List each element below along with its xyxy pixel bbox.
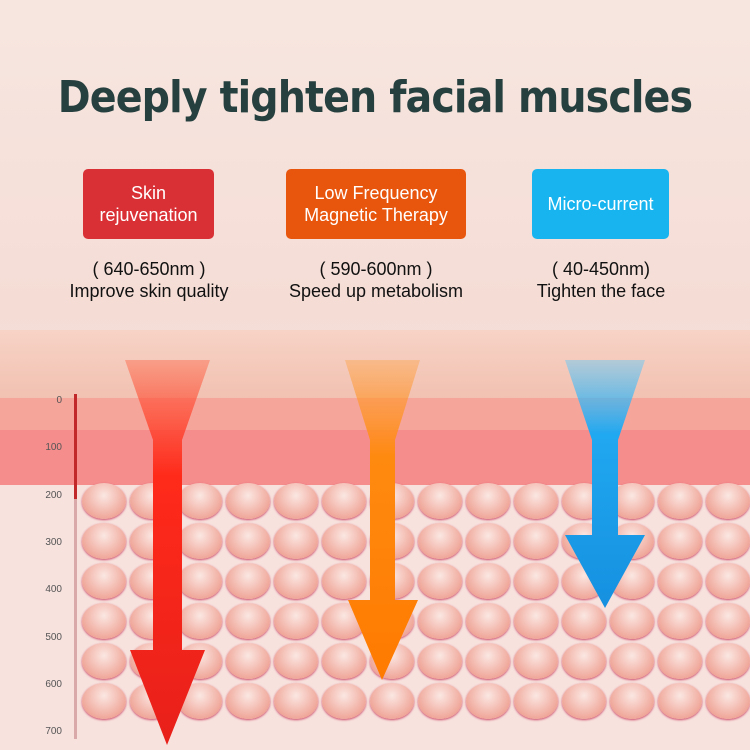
depth-tick-label: 400 [45,584,62,596]
depth-tick-label: 100 [45,442,62,454]
skin-cell [466,603,510,639]
skin-cell [658,483,702,519]
skin-cell [706,643,750,679]
skin-cell [418,483,462,519]
headline: Deeply tighten facial muscles [57,72,693,123]
skin-cell [82,603,126,639]
skin-cell [322,523,366,559]
badge-low-frequency-magnetic-therapy: Low Frequency Magnetic Therapy [286,169,466,239]
skin-cell [706,523,750,559]
benefit-text: Tighten the face [536,281,666,301]
depth-tick-label: 600 [45,678,62,690]
skin-cell [322,563,366,599]
skin-cell [514,683,558,719]
skin-cell [658,523,702,559]
skin-cell [178,563,222,599]
skin-cell [274,563,318,599]
skin-cell [226,603,270,639]
skin-cell [274,523,318,559]
skin-cell [274,643,318,679]
skin-cell [466,643,510,679]
benefit-text: Speed up metabolism [288,281,464,301]
red-light-arrow-icon [125,360,210,745]
caption-magnetic-therapy: ( 590-600nm ) Speed up metabolism [256,258,496,302]
skin-cell [610,643,654,679]
badge-micro-current: Micro-current [532,169,669,239]
skin-cell [418,603,462,639]
skin-cell [610,683,654,719]
skin-cell [418,563,462,599]
skin-cell [658,563,702,599]
skin-cell [514,643,558,679]
skin-cell [274,483,318,519]
caption-micro-current: ( 40-450nm) Tighten the face [481,258,721,302]
depth-scale: 0 100 200 300 400 500 600 700 [30,390,80,750]
skin-cell [82,563,126,599]
skin-cell [226,523,270,559]
skin-cell [658,603,702,639]
depth-tick-label: 500 [45,631,62,643]
skin-cell [418,643,462,679]
skin-cell [706,683,750,719]
skin-cell [82,483,126,519]
skin-cell [610,603,654,639]
skin-cell [466,523,510,559]
depth-tick-label: 300 [45,536,62,548]
skin-cell [370,683,414,719]
ruler-highlight [74,394,77,499]
benefit-text: Improve skin quality [69,281,229,301]
caption-skin-rejuvenation: ( 640-650nm ) Improve skin quality [29,258,269,302]
skin-cell [514,563,558,599]
skin-cell [562,643,606,679]
skin-cell [274,683,318,719]
skin-cell [562,603,606,639]
skin-cell [466,483,510,519]
wavelength-range: ( 590-600nm ) [319,259,433,279]
orange-light-arrow-icon [345,360,420,680]
skin-cell [466,683,510,719]
skin-cell [706,563,750,599]
skin-cell [226,563,270,599]
skin-cell [274,603,318,639]
skin-cell [322,643,366,679]
skin-cell [562,683,606,719]
skin-cell [178,603,222,639]
depth-tick-label: 0 [56,395,62,406]
skin-cell [226,683,270,719]
skin-cell [226,643,270,679]
wavelength-range: ( 640-650nm ) [92,259,206,279]
wavelength-range: ( 40-450nm) [551,259,651,279]
skin-cell [706,603,750,639]
skin-cell [418,523,462,559]
skin-cell [706,483,750,519]
skin-cell [178,483,222,519]
skin-cell [178,523,222,559]
skin-cross-section-illustration [0,330,750,750]
blue-current-arrow-icon [565,360,645,608]
skin-cell [418,683,462,719]
skin-cell [466,563,510,599]
skin-cell [514,603,558,639]
skin-cell [322,683,366,719]
depth-tick-label: 700 [45,726,62,738]
depth-tick-label: 200 [45,489,62,501]
skin-cell [514,483,558,519]
skin-cell [82,643,126,679]
skin-cell [658,643,702,679]
skin-cell [226,483,270,519]
skin-cell [82,523,126,559]
ruler [74,394,77,739]
skin-cell [322,483,366,519]
badge-skin-rejuvenation: Skin rejuvenation [83,169,214,239]
skin-cell [82,683,126,719]
skin-cell [514,523,558,559]
skin-cell [658,683,702,719]
